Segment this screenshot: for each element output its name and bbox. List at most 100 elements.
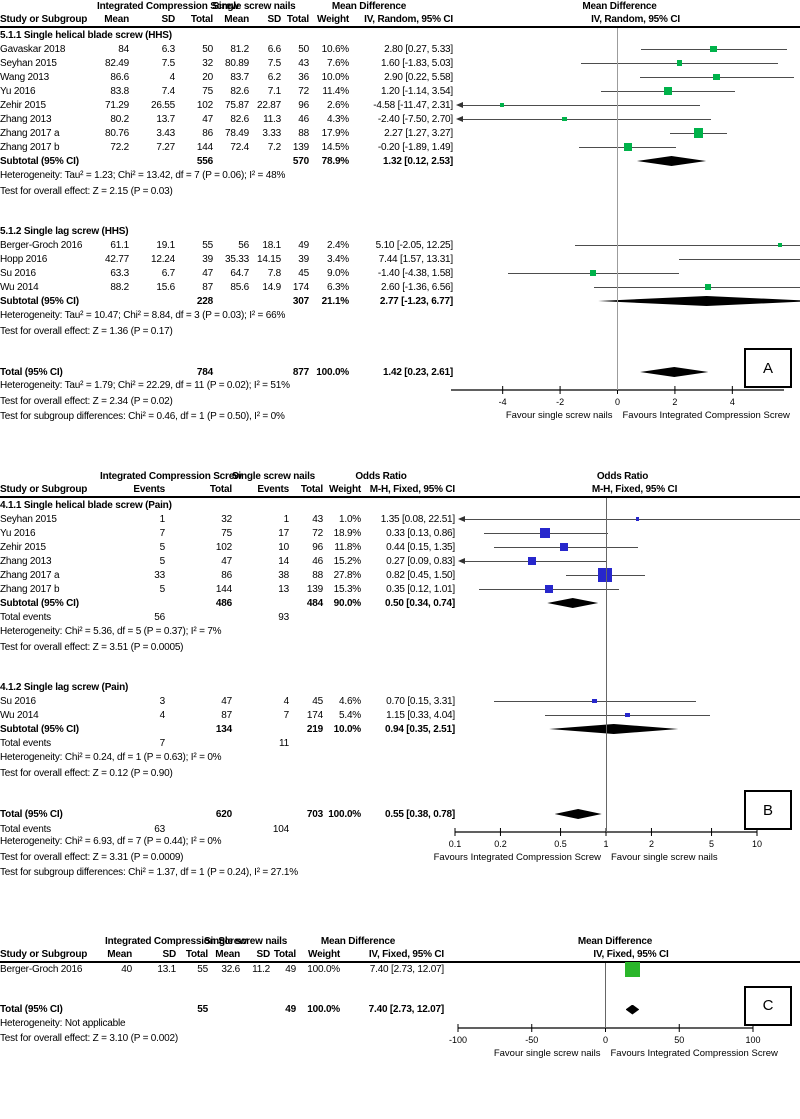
study-label: Wu 2014 bbox=[0, 709, 39, 721]
study-label: Subtotal (95% CI) bbox=[0, 155, 79, 167]
value-cell: 1 bbox=[283, 513, 290, 525]
value-cell: 82.49 bbox=[104, 57, 129, 69]
study-label: Zhang 2017 b bbox=[0, 583, 60, 595]
study-row: Zhang 2017 b 72.2 7.27 144 72.4 7.2 139 14.5% -0… bbox=[0, 140, 800, 154]
value-cell: 6.3 bbox=[161, 43, 176, 55]
value-cell: 86.6 bbox=[110, 71, 129, 83]
value-cell: 86 bbox=[202, 127, 213, 139]
study-row: Yu 2016 7 75 17 72 18.9% 0.33 [0.13, 0.86] bbox=[0, 526, 800, 540]
value-cell: 47 bbox=[221, 695, 232, 707]
value-cell: 75.87 bbox=[224, 99, 249, 111]
value-cell: 81.2 bbox=[230, 43, 249, 55]
bottom-notes: Heterogeneity: Not applicable Test for ov… bbox=[0, 1018, 430, 1049]
svg-text:0.2: 0.2 bbox=[494, 839, 507, 849]
study-label: Zhang 2013 bbox=[0, 113, 52, 125]
svg-text:2: 2 bbox=[672, 397, 677, 407]
plot-cell bbox=[455, 154, 800, 168]
header-group-row: Integrated Compression Screw Single screw… bbox=[0, 0, 800, 13]
value-cell: 26.55 bbox=[150, 99, 175, 111]
effect-marker bbox=[527, 556, 537, 566]
value-cell: 84 bbox=[118, 43, 129, 55]
value-cell: 100.0% bbox=[316, 366, 349, 378]
column-header: Mean bbox=[224, 14, 249, 25]
value-cell: 7 bbox=[159, 737, 166, 749]
value-cell: 1 bbox=[159, 513, 166, 525]
value-cell: 17 bbox=[278, 527, 289, 539]
column-header: Total bbox=[300, 484, 323, 495]
study-label: Total events bbox=[0, 611, 51, 623]
value-cell: 82.6 bbox=[230, 113, 249, 125]
effect-marker bbox=[710, 45, 718, 53]
effect-title: Odds Ratio bbox=[355, 471, 407, 482]
plot-cell bbox=[457, 596, 800, 610]
study-row: Wu 2014 4 87 7 174 5.4% 1.15 [0.33, 4.04] bbox=[0, 708, 800, 722]
value-cell: 2.90 [0.22, 5.58] bbox=[384, 71, 453, 83]
subhead-row: 4.1.2 Single lag screw (Pain) bbox=[0, 680, 800, 694]
confidence-interval-line bbox=[465, 519, 800, 520]
study-row: Berger-Groch 2016 61.1 19.1 55 56 18.1 49 2.4% 5… bbox=[0, 238, 800, 252]
value-cell: 47 bbox=[202, 113, 213, 125]
group1-header: Integrated Compression Screw bbox=[100, 471, 242, 482]
column-header: Events bbox=[257, 484, 289, 495]
value-cell: 307 bbox=[292, 295, 309, 307]
value-cell: 13 bbox=[278, 583, 289, 595]
value-cell: 46 bbox=[312, 555, 323, 567]
column-header: SD bbox=[161, 14, 176, 25]
plot-title: Odds Ratio bbox=[596, 471, 649, 482]
value-cell: 10.6% bbox=[321, 43, 350, 55]
value-cell: 102 bbox=[215, 541, 232, 553]
value-cell: 96 bbox=[298, 99, 309, 111]
value-cell: 11.3 bbox=[263, 113, 281, 125]
stats-note: Heterogeneity: Chi² = 5.36, df = 5 (P = … bbox=[0, 626, 222, 638]
value-cell: 45 bbox=[298, 267, 309, 279]
study-label: Wang 2013 bbox=[0, 71, 49, 83]
header-rule bbox=[0, 26, 800, 28]
column-header: SD bbox=[256, 948, 271, 960]
svg-text:-50: -50 bbox=[525, 1035, 538, 1045]
svg-text:2: 2 bbox=[649, 839, 654, 849]
plot-cell bbox=[445, 680, 800, 694]
value-cell: 2.6% bbox=[327, 99, 349, 111]
study-row: Zhang 2017 b 5 144 13 139 15.3% 0.35 [0.12, 1.… bbox=[0, 582, 800, 596]
value-cell: 4 bbox=[283, 695, 290, 707]
value-cell: 42.77 bbox=[104, 253, 129, 265]
value-cell: 3.43 bbox=[156, 127, 175, 139]
ci-arrow-left bbox=[456, 102, 463, 108]
value-cell: 7.5 bbox=[267, 57, 282, 69]
total-row: Total (95% CI) 55 49 100.0% 7.40 [2.73, 12.0… bbox=[0, 1002, 800, 1018]
study-row: Su 2016 3 47 4 45 4.6% 0.70 [0.15, 3.31] bbox=[0, 694, 800, 708]
value-cell: 40 bbox=[121, 964, 132, 975]
svg-text:-2: -2 bbox=[556, 397, 564, 407]
value-cell: 7.4 bbox=[161, 85, 176, 97]
study-label: Gavaskar 2018 bbox=[0, 43, 66, 55]
value-cell: 3.4% bbox=[327, 253, 349, 265]
study-label: Total events bbox=[0, 737, 51, 749]
plot-cell bbox=[439, 28, 800, 42]
plot-cell bbox=[439, 168, 800, 184]
value-cell: 49 bbox=[298, 239, 309, 251]
plot-cell bbox=[455, 280, 800, 294]
value-cell: 27.8% bbox=[333, 569, 362, 581]
value-cell: 18.1 bbox=[262, 239, 281, 251]
value-cell: 87 bbox=[221, 709, 232, 721]
bottom-notes: Heterogeneity: Tau² = 1.79; Chi² = 22.29… bbox=[0, 380, 439, 427]
value-cell: 6.2 bbox=[267, 71, 282, 83]
group2-header: Single screw nails bbox=[204, 935, 288, 947]
value-cell: 13.1 bbox=[157, 964, 176, 975]
stats-note: Test for overall effect: Z = 3.51 (P = 0… bbox=[0, 641, 184, 653]
study-label: Berger-Groch 2016 bbox=[0, 964, 83, 975]
svg-text:-100: -100 bbox=[449, 1035, 467, 1045]
header-columns-row: Study or Subgroup Mean SD Total Mean SD Total W… bbox=[0, 948, 800, 961]
value-cell: 47 bbox=[202, 267, 213, 279]
summary-diamond bbox=[549, 724, 679, 734]
confidence-interval-line bbox=[678, 259, 800, 260]
plot-cell bbox=[457, 568, 800, 582]
plot-cell bbox=[457, 526, 800, 540]
plot-cell bbox=[455, 238, 800, 252]
value-cell: 134 bbox=[215, 723, 232, 735]
column-header: Weight bbox=[329, 484, 361, 495]
plot-cell bbox=[457, 708, 800, 722]
stats-note: Test for overall effect: Z = 2.34 (P = 0… bbox=[0, 395, 173, 407]
value-cell: 7.8 bbox=[267, 267, 282, 279]
value-cell: 486 bbox=[215, 597, 232, 609]
